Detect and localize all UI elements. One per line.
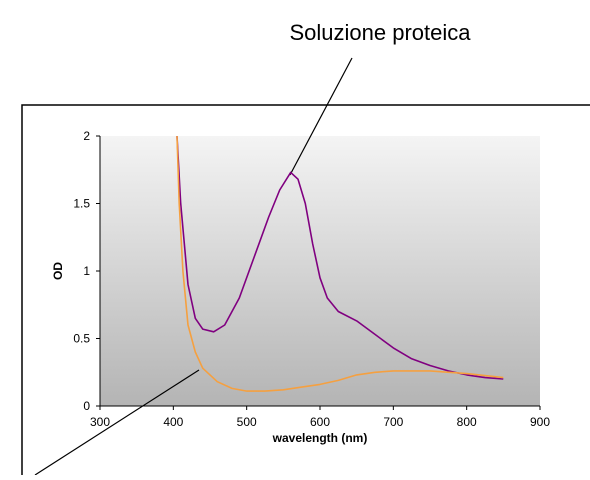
x-axis-label: wavelength (nm) <box>272 431 368 445</box>
x-tick-label: 800 <box>457 415 477 429</box>
leader-line <box>34 369 200 476</box>
series-line <box>176 135 504 392</box>
annotation: Soluzione proteica <box>289 20 471 45</box>
leader-line <box>289 57 353 176</box>
plot-area <box>100 136 540 406</box>
y-axis-label: OD <box>51 262 65 280</box>
x-tick-label: 400 <box>163 415 183 429</box>
y-tick-label: 1.5 <box>73 197 90 211</box>
y-tick-label: 1 <box>83 264 90 278</box>
y-tick-label: 0.5 <box>73 332 90 346</box>
y-tick-label: 2 <box>83 129 90 143</box>
x-tick-label: 900 <box>530 415 550 429</box>
x-tick-label: 600 <box>310 415 330 429</box>
x-tick-label: 300 <box>90 415 110 429</box>
series-line <box>176 135 504 380</box>
y-tick-label: 0 <box>83 399 90 413</box>
x-tick-label: 700 <box>383 415 403 429</box>
x-tick-label: 500 <box>237 415 257 429</box>
frame <box>21 104 590 475</box>
